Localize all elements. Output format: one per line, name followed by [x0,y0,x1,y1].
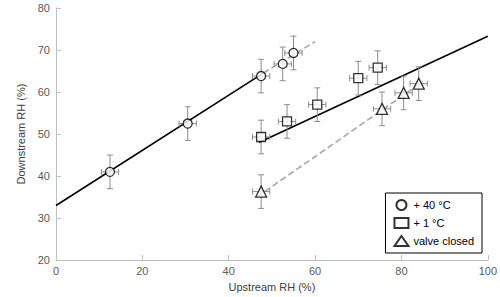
svg-text:+ 40 °C: + 40 °C [413,199,450,211]
svg-text:60: 60 [309,265,321,277]
svg-text:Downstream RH (%): Downstream RH (%) [15,84,27,185]
svg-text:20: 20 [38,254,50,266]
svg-text:40: 40 [38,170,50,182]
svg-text:30: 30 [38,212,50,224]
svg-text:60: 60 [38,86,50,98]
svg-text:40: 40 [223,265,235,277]
svg-text:Upstream RH (%): Upstream RH (%) [229,281,316,293]
svg-text:80: 80 [38,2,50,14]
svg-text:+ 1 °C: + 1 °C [413,217,444,229]
svg-text:70: 70 [38,44,50,56]
svg-text:valve closed: valve closed [413,235,474,247]
svg-text:80: 80 [395,265,407,277]
svg-text:0: 0 [53,265,59,277]
svg-text:100: 100 [479,265,497,277]
svg-text:20: 20 [136,265,148,277]
svg-text:50: 50 [38,128,50,140]
